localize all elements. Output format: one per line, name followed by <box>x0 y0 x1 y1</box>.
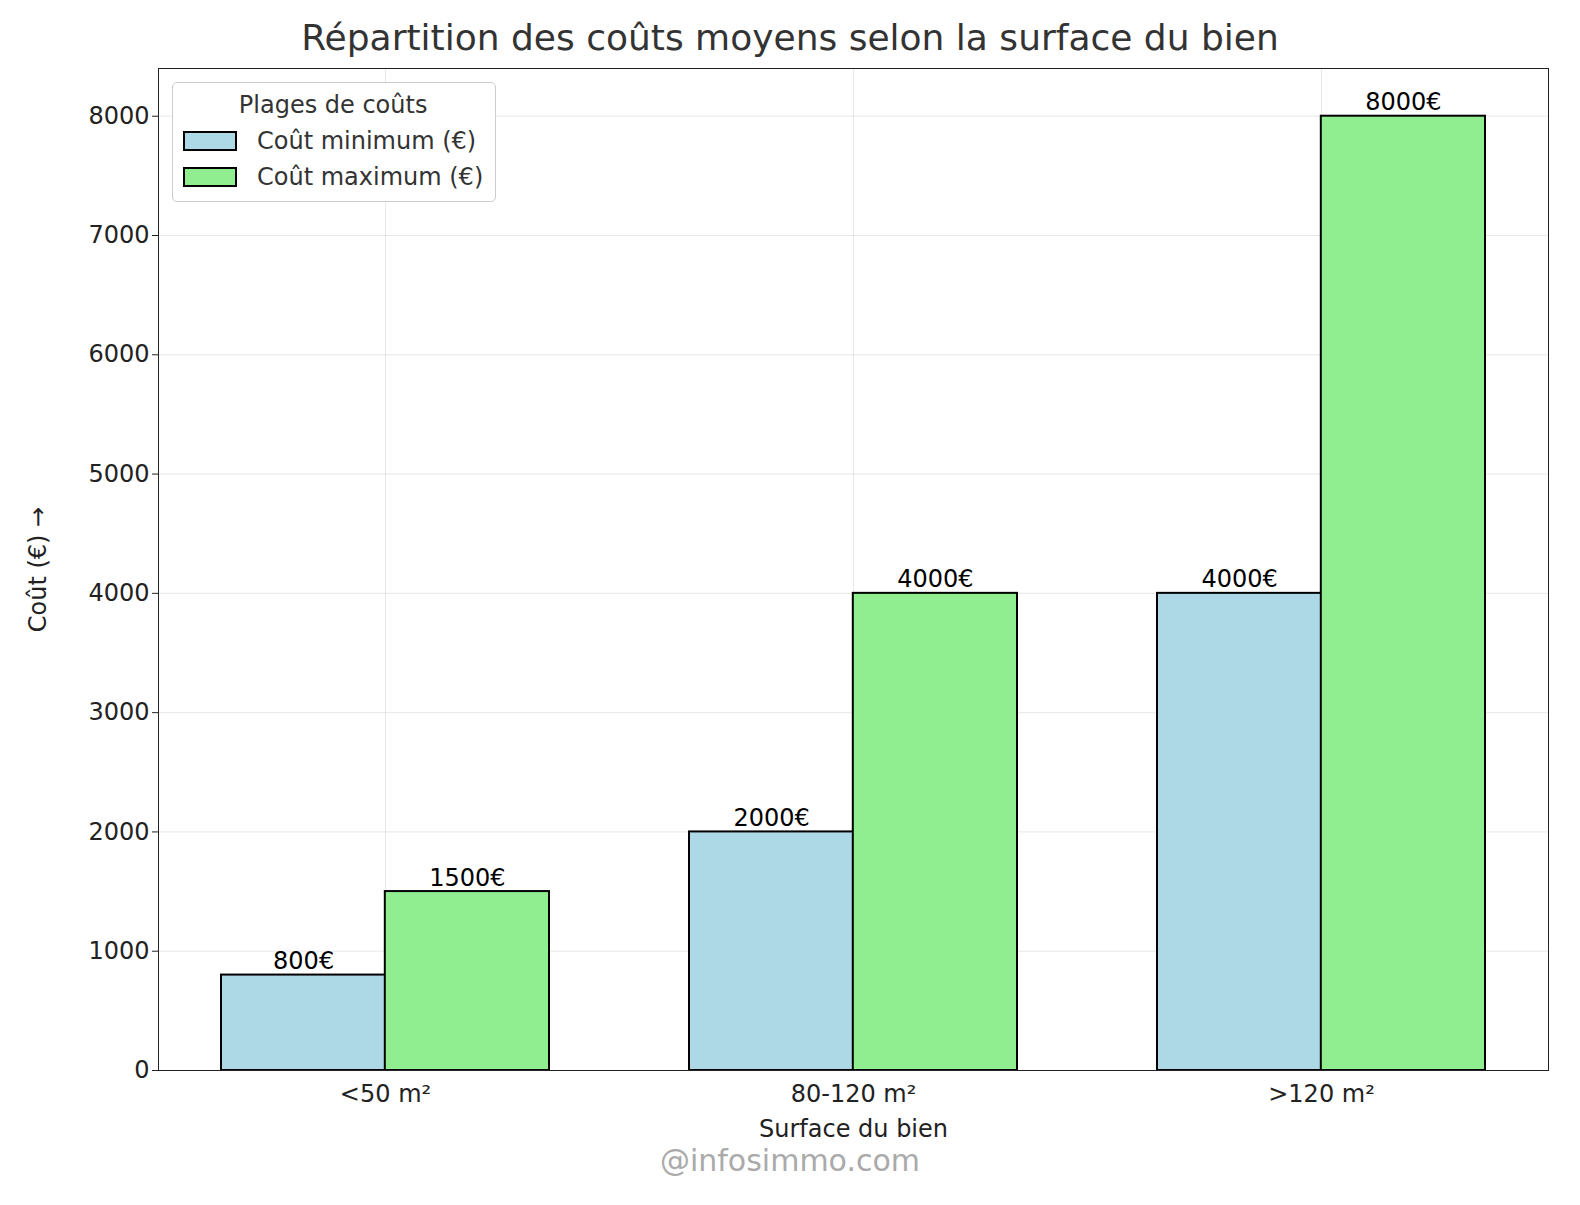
svg-text:<50 m²: <50 m² <box>340 1080 431 1108</box>
svg-text:5000: 5000 <box>88 460 149 488</box>
svg-text:2000: 2000 <box>88 818 149 846</box>
svg-text:4000€: 4000€ <box>1201 565 1277 593</box>
svg-text:8000: 8000 <box>88 102 149 130</box>
svg-text:80-120 m²: 80-120 m² <box>791 1080 917 1108</box>
svg-text:1000: 1000 <box>88 937 149 965</box>
html-text:Répartition des coûts moyens s: Répartition des coûts moyens selon la su… <box>301 17 1279 58</box>
svg-text:Surface du bien: Surface du bien <box>759 1115 948 1143</box>
svg-text:>120 m²: >120 m² <box>1268 1080 1375 1108</box>
svg-text:7000: 7000 <box>88 221 149 249</box>
svg-text:800€: 800€ <box>273 947 334 975</box>
svg-text:0: 0 <box>134 1056 149 1084</box>
html-text:Coût maximum (€): Coût maximum (€) <box>257 163 484 191</box>
svg-text:Coût (€) →: Coût (€) → <box>24 507 52 632</box>
html-text:Coût minimum (€): Coût minimum (€) <box>257 127 477 155</box>
html-text:@infosimmo.com: @infosimmo.com <box>659 1143 921 1178</box>
svg-text:1500€: 1500€ <box>429 864 505 892</box>
svg-text:4000: 4000 <box>88 579 149 607</box>
svg-text:2000€: 2000€ <box>733 804 809 832</box>
svg-text:4000€: 4000€ <box>897 565 973 593</box>
html-text:Plages de coûts: Plages de coûts <box>238 91 428 119</box>
svg-text:3000: 3000 <box>88 698 149 726</box>
svg-text:8000€: 8000€ <box>1365 88 1441 116</box>
svg-text:6000: 6000 <box>88 340 149 368</box>
